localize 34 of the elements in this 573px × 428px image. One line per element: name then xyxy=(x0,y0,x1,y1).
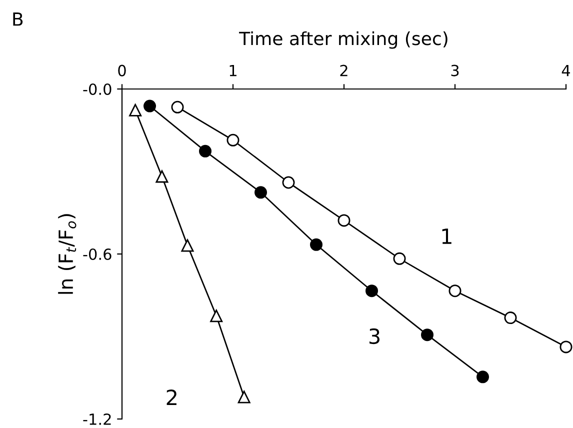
point xyxy=(421,328,434,342)
point xyxy=(310,238,322,251)
x-tick-label: 1 xyxy=(230,64,236,76)
point xyxy=(171,100,184,114)
point xyxy=(210,310,223,322)
point xyxy=(476,370,489,384)
point xyxy=(366,284,378,298)
point xyxy=(238,390,250,404)
point xyxy=(254,186,267,199)
text: B xyxy=(13,12,23,26)
x-tick-label: 4 xyxy=(562,64,570,76)
point xyxy=(181,239,194,252)
point xyxy=(226,134,240,146)
point xyxy=(129,104,142,116)
point xyxy=(156,170,168,183)
point xyxy=(504,312,517,324)
point xyxy=(338,214,350,227)
x-tick-label: 0 xyxy=(118,64,126,76)
point xyxy=(393,252,406,265)
x-tick-label: 3 xyxy=(451,64,459,76)
y-tick-label: -0.6 xyxy=(83,248,112,260)
point xyxy=(448,284,462,298)
point xyxy=(144,100,156,112)
point xyxy=(560,340,572,354)
series-label: 1 xyxy=(442,228,452,244)
y-tick-label: -0.0 xyxy=(83,83,112,96)
y-tick-label: -1.2 xyxy=(83,413,111,425)
text: 2 xyxy=(166,389,176,405)
point xyxy=(199,144,212,158)
series-label: 3 xyxy=(369,328,380,344)
point xyxy=(282,176,295,189)
x-axis-title: Time after mixing (sec) xyxy=(239,31,448,49)
y-axis-title: ln (F$_{t}$/F$_{o}$) xyxy=(58,214,76,294)
x-tick-label: 2 xyxy=(340,64,348,76)
